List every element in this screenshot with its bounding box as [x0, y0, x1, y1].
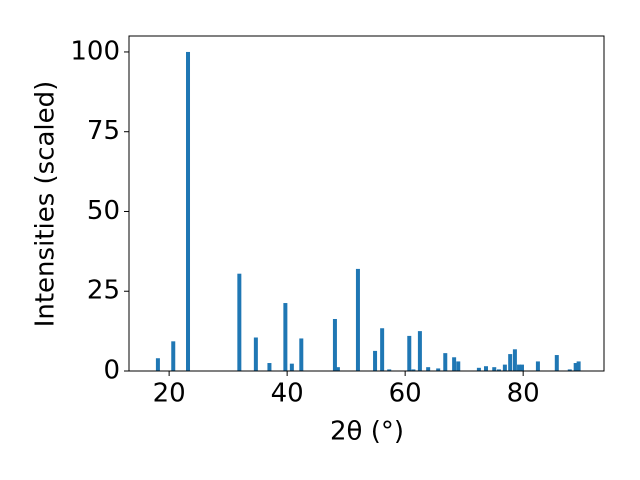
bar — [186, 51, 191, 371]
bar — [502, 364, 507, 371]
bar — [456, 361, 461, 371]
y-tick-label: 25 — [87, 276, 120, 306]
bar — [237, 273, 242, 371]
bar — [355, 268, 360, 371]
bar — [508, 354, 513, 371]
bar — [411, 369, 416, 371]
bar — [512, 349, 517, 371]
bar — [283, 303, 288, 371]
bar — [554, 355, 559, 371]
bar — [299, 338, 304, 371]
x-tick-label: 60 — [389, 379, 422, 409]
y-tick-label: 0 — [103, 356, 120, 386]
bar — [492, 367, 497, 371]
bar — [517, 364, 522, 371]
bar — [483, 366, 488, 371]
bar — [452, 357, 457, 371]
bar — [171, 341, 176, 371]
bar — [387, 369, 392, 371]
bar — [253, 337, 258, 371]
bar — [576, 361, 581, 371]
bar — [476, 367, 481, 371]
bar — [519, 364, 524, 371]
bar — [436, 368, 441, 371]
bar — [407, 335, 412, 371]
x-tick-label: 40 — [271, 379, 304, 409]
bar — [373, 350, 378, 371]
bar — [535, 361, 540, 371]
bar — [335, 367, 340, 371]
bar — [289, 363, 294, 371]
bar — [567, 369, 572, 371]
plot-frame — [128, 35, 605, 372]
bar — [496, 369, 501, 371]
bar — [426, 367, 431, 371]
x-axis-label: 2θ (°) — [330, 417, 404, 447]
y-tick-label: 50 — [87, 196, 120, 226]
x-tick-label: 20 — [153, 379, 186, 409]
bar — [573, 363, 578, 371]
bar — [155, 358, 160, 371]
y-tick-label: 75 — [87, 116, 120, 146]
bar — [332, 318, 337, 371]
bar — [443, 353, 448, 371]
bar — [267, 363, 272, 371]
bar — [417, 331, 422, 371]
bar — [380, 328, 385, 371]
x-tick-label: 80 — [507, 379, 540, 409]
y-tick-label: 100 — [70, 36, 120, 66]
y-axis-label: Intensities (scaled) — [31, 81, 61, 328]
